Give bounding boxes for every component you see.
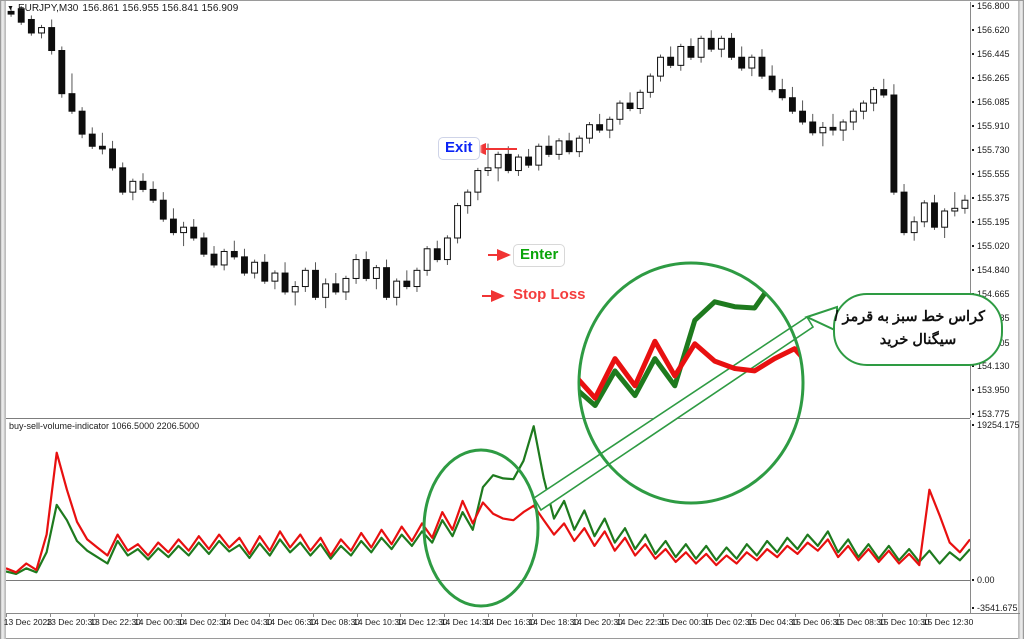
time-axis-tickmark bbox=[181, 614, 183, 617]
price-axis-tick: 155.020 bbox=[972, 241, 1010, 251]
time-axis-tickmark bbox=[838, 614, 840, 617]
time-axis-tickmark bbox=[93, 614, 95, 617]
price-axis-tick: 156.265 bbox=[972, 73, 1010, 83]
time-axis-tickmark bbox=[531, 614, 533, 617]
time-axis-line bbox=[6, 613, 1020, 614]
callout-line-1: کراس خط سبز به قرمز / bbox=[834, 309, 985, 325]
time-axis-tickmark bbox=[444, 614, 446, 617]
time-axis-tick: 15 Dec 12:30 bbox=[922, 617, 974, 627]
symbol-ohlc-values: 156.861 156.955 156.841 156.909 bbox=[82, 3, 239, 14]
time-axis-tick: 14 Dec 06:30 bbox=[265, 617, 317, 627]
chevron-down-icon[interactable]: ▼ bbox=[7, 5, 14, 12]
price-chart-pane[interactable] bbox=[6, 2, 970, 418]
time-axis-tickmark bbox=[400, 614, 402, 617]
magnifier-connector bbox=[532, 315, 815, 512]
symbol-name: EURJPY,M30 bbox=[17, 3, 79, 14]
price-axis-tick: 156.800 bbox=[972, 1, 1010, 11]
time-axis-tickmark bbox=[225, 614, 227, 617]
indicator-pane[interactable] bbox=[6, 420, 970, 613]
time-axis-tick: 14 Dec 02:30 bbox=[177, 617, 229, 627]
indicator-highlight-circle bbox=[422, 448, 540, 608]
buy-sell-volume-series bbox=[6, 425, 970, 575]
time-axis-tickmark bbox=[312, 614, 314, 617]
pane-divider bbox=[6, 418, 970, 419]
time-axis-tick: 14 Dec 10:30 bbox=[353, 617, 404, 627]
time-axis-tick: 13 Dec 2023 bbox=[3, 617, 53, 627]
time-axis-tickmark bbox=[882, 614, 884, 617]
time-axis-tick: 14 Dec 04:30 bbox=[221, 617, 273, 627]
time-axis-tick: 14 Dec 14:30 bbox=[440, 617, 492, 627]
time-axis-tick: 14 Dec 20:30 bbox=[572, 617, 623, 627]
candlestick-series bbox=[7, 6, 969, 309]
time-axis-tickmark bbox=[707, 614, 709, 617]
time-axis-tickmark bbox=[356, 614, 358, 617]
indicator-axis-line bbox=[970, 420, 971, 613]
time-axis-tick: 15 Dec 10:30 bbox=[878, 617, 930, 627]
callout-line-2: سیگنال خرید bbox=[879, 332, 957, 349]
indicator-axis-tick: -3541.675 bbox=[972, 603, 1018, 613]
price-axis-tick: 156.085 bbox=[972, 97, 1010, 107]
signal-callout: کراس خط سبز به قرمز / سیگنال خرید bbox=[833, 293, 1003, 367]
price-axis-tick: 155.555 bbox=[972, 169, 1010, 179]
time-axis-tick: 14 Dec 00:30 bbox=[134, 617, 185, 627]
time-axis-tickmark bbox=[488, 614, 489, 617]
indicator-axis-tick: 19254.175 bbox=[972, 420, 1020, 430]
time-axis-tickmark bbox=[49, 614, 51, 617]
time-axis-tickmark bbox=[750, 614, 752, 617]
time-axis-tickmark bbox=[926, 614, 928, 617]
time-axis-tickmark bbox=[137, 614, 139, 617]
time-axis-tickmark bbox=[575, 614, 577, 617]
time-axis-tick: 14 Dec 16:30 bbox=[484, 617, 536, 627]
time-axis-tick: 13 Dec 20:30 bbox=[46, 617, 98, 627]
time-axis-tick: 15 Dec 00:30 bbox=[659, 617, 711, 627]
time-axis-tick: 15 Dec 02:30 bbox=[703, 617, 755, 627]
time-axis-tickmark bbox=[619, 614, 621, 617]
time-axis-tick: 15 Dec 08:30 bbox=[835, 617, 886, 627]
price-axis-tick: 156.445 bbox=[972, 49, 1010, 59]
price-axis-tick: 155.910 bbox=[972, 121, 1010, 131]
time-axis-tick: 14 Dec 08:30 bbox=[309, 617, 360, 627]
indicator-zero-line bbox=[6, 579, 970, 581]
time-axis-tickmark bbox=[268, 614, 270, 617]
time-axis-tick: 13 Dec 22:30 bbox=[90, 617, 141, 627]
symbol-header: ▼ EURJPY,M30 156.861 156.955 156.841 156… bbox=[7, 3, 238, 14]
time-axis-tick: 15 Dec 06:30 bbox=[791, 617, 842, 627]
price-axis-tick: 155.195 bbox=[972, 217, 1010, 227]
time-axis-tick: 14 Dec 12:30 bbox=[396, 617, 448, 627]
indicator-axis-tick: 0.00 bbox=[972, 575, 995, 585]
price-axis-tick: 153.775 bbox=[972, 409, 1010, 419]
window-left-border bbox=[1, 1, 6, 639]
price-axis-tick: 154.665 bbox=[972, 289, 1010, 299]
price-axis-tick: 156.620 bbox=[972, 25, 1010, 35]
price-axis-tick: 155.730 bbox=[972, 145, 1010, 155]
time-axis-tickmark bbox=[794, 614, 796, 617]
exit-label: Exit bbox=[438, 137, 480, 160]
price-axis-tick: 153.950 bbox=[972, 385, 1010, 395]
stop-loss-label: Stop Loss bbox=[507, 285, 592, 306]
enter-label: Enter bbox=[513, 244, 566, 267]
indicator-header: buy-sell-volume-indicator 1066.5000 2206… bbox=[9, 421, 200, 431]
time-axis-tick: 14 Dec 22:30 bbox=[616, 617, 667, 627]
time-axis-tick: 15 Dec 04:30 bbox=[747, 617, 799, 627]
time-axis-tickmark bbox=[6, 614, 7, 617]
magnified-indicator-lines bbox=[580, 264, 802, 413]
price-axis-tick: 154.130 bbox=[972, 361, 1010, 371]
window-right-border bbox=[1018, 1, 1023, 639]
price-axis-line bbox=[970, 2, 971, 418]
price-axis-tick: 155.375 bbox=[972, 193, 1010, 203]
time-axis-tick: 14 Dec 18:30 bbox=[528, 617, 580, 627]
price-axis-tick: 154.840 bbox=[972, 265, 1010, 275]
magnified-view-circle bbox=[577, 261, 805, 505]
time-axis-tickmark bbox=[663, 614, 665, 617]
